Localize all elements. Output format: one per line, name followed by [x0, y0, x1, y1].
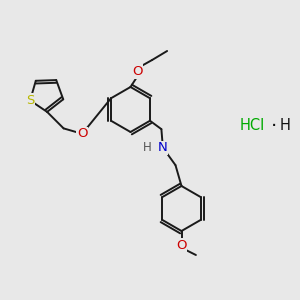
Text: S: S [26, 94, 34, 107]
Text: O: O [176, 239, 187, 252]
Text: H: H [143, 141, 152, 154]
Text: N: N [158, 141, 168, 154]
Text: H: H [280, 118, 290, 134]
Text: ·: · [271, 116, 277, 136]
Text: O: O [132, 65, 142, 78]
Text: HCl: HCl [239, 118, 265, 134]
Text: O: O [77, 127, 88, 140]
